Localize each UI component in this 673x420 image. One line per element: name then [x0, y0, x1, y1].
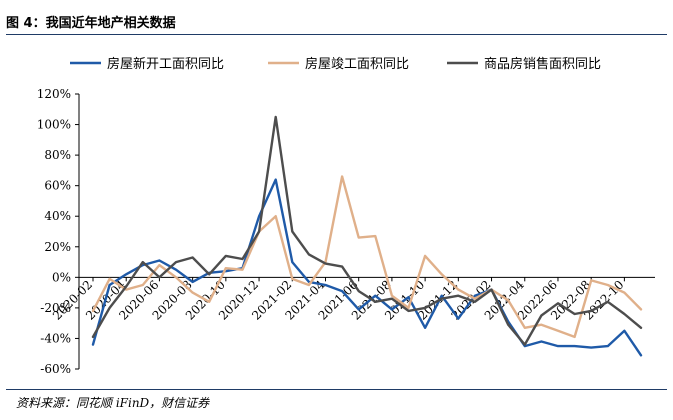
y-tick-label: 20%	[44, 240, 71, 254]
y-tick-label: 60%	[44, 179, 71, 193]
y-tick-label: 80%	[44, 148, 71, 162]
y-tick-label: -20%	[40, 301, 71, 315]
series-line-2	[91, 175, 643, 339]
bottom-rule	[6, 389, 667, 390]
top-rule	[6, 34, 667, 35]
chart-legend: 房屋新开工面积同比 房屋竣工面积同比 商品房销售面积同比	[70, 56, 601, 72]
y-tick-label: 40%	[44, 209, 71, 223]
y-tick-label: 120%	[37, 87, 71, 101]
legend-label-2: 房屋竣工面积同比	[305, 56, 409, 72]
series-line-1	[91, 178, 643, 357]
y-tick-label: -40%	[40, 331, 71, 345]
y-tick-label: -60%	[40, 362, 71, 376]
chart-series	[91, 115, 643, 357]
y-tick-label: 0%	[52, 270, 71, 284]
line-chart: 房屋新开工面积同比 房屋竣工面积同比 商品房销售面积同比 -60% -40% -20% 0…	[37, 56, 655, 376]
figure-title: 图 4：我国近年地产相关数据	[6, 16, 176, 31]
legend-label-1: 房屋新开工面积同比	[107, 56, 224, 72]
source-note: 资料来源：同花顺 iFinD，财信证券	[16, 396, 210, 410]
legend-label-3: 商品房销售面积同比	[484, 56, 601, 72]
y-tick-label: 100%	[37, 118, 71, 132]
series-line-3	[91, 115, 643, 346]
